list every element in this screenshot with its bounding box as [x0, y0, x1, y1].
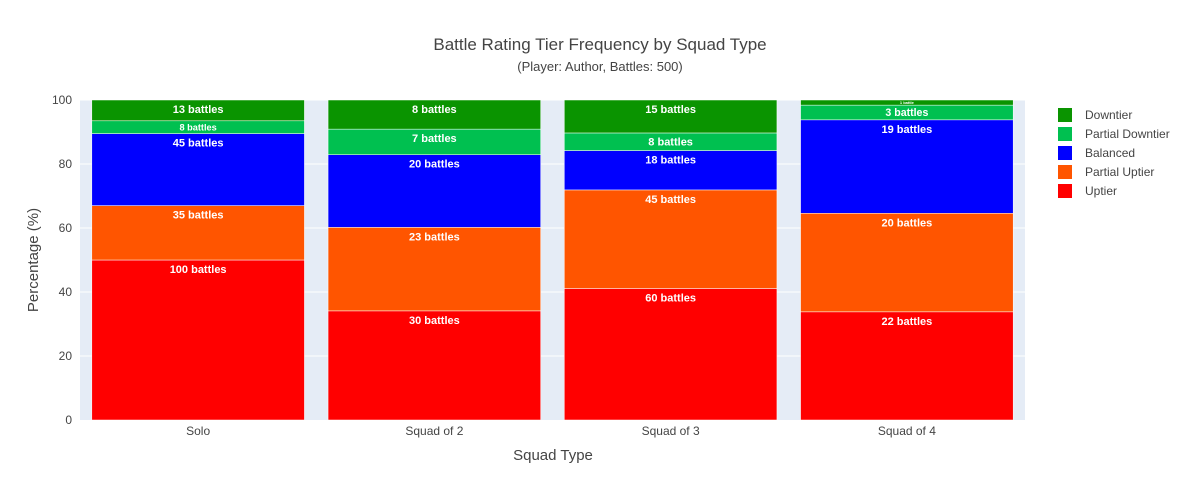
bar-data-label: 8 battles — [179, 122, 216, 132]
bar-segment[interactable] — [91, 133, 305, 206]
bar-segment[interactable] — [564, 189, 778, 289]
bar-data-label: 20 battles — [882, 217, 933, 229]
bar-data-label: 3 battles — [885, 107, 928, 119]
legend-swatch[interactable] — [1058, 108, 1072, 122]
y-tick-label: 20 — [59, 349, 73, 363]
x-axis-title: Squad Type — [513, 447, 593, 464]
legend: Downtier Partial Downtier Balanced Partial … — [1058, 108, 1170, 198]
bar-data-label: 100 battles — [170, 264, 227, 276]
bar-data-label: 19 battles — [882, 124, 933, 136]
bar-segment[interactable] — [91, 99, 305, 122]
legend-swatch[interactable] — [1058, 165, 1072, 179]
x-tick-label: Squad of 3 — [642, 424, 700, 438]
bar-segment[interactable] — [800, 311, 1014, 421]
x-tick-label: Squad of 4 — [878, 424, 936, 438]
bar-data-label: 18 battles — [645, 155, 696, 167]
y-tick-label: 100 — [52, 93, 72, 107]
bar-segment[interactable] — [564, 288, 778, 421]
bar-labels: 100 battles 35 battles 45 battles 8 battles… — [170, 100, 933, 328]
bar-data-label: 23 battles — [409, 231, 460, 243]
bar-data-label: 45 battles — [645, 194, 696, 206]
legend-label[interactable]: Uptier — [1085, 184, 1117, 198]
legend-swatch[interactable] — [1058, 184, 1072, 198]
bar-data-label: 35 battles — [173, 210, 224, 222]
bar-segment[interactable] — [327, 310, 541, 421]
chart-subtitle: (Player: Author, Battles: 500) — [517, 59, 682, 74]
y-tick-label: 80 — [59, 157, 73, 171]
legend-label[interactable]: Partial Uptier — [1085, 165, 1154, 179]
bar-segment[interactable] — [91, 205, 305, 261]
bar-segment[interactable] — [327, 99, 541, 130]
legend-label[interactable]: Downtier — [1085, 108, 1132, 122]
y-axis-title: Percentage (%) — [25, 208, 42, 312]
chart-title: Battle Rating Tier Frequency by Squad Ty… — [433, 35, 766, 54]
legend-swatch[interactable] — [1058, 146, 1072, 160]
bar-data-label: 60 battles — [645, 292, 696, 304]
bars — [91, 99, 1014, 421]
legend-label[interactable]: Balanced — [1085, 146, 1135, 160]
y-tick-label: 0 — [65, 413, 72, 427]
bar-segment[interactable] — [327, 154, 541, 228]
bar-data-label: 15 battles — [645, 104, 696, 116]
y-tick-label: 60 — [59, 221, 73, 235]
bar-data-label: 45 battles — [173, 138, 224, 150]
y-tick-label: 40 — [59, 285, 73, 299]
bar-segment[interactable] — [564, 150, 778, 191]
bar-segment[interactable] — [327, 128, 541, 155]
x-tick-label: Squad of 2 — [405, 424, 463, 438]
x-axis-ticks: Solo Squad of 2 Squad of 3 Squad of 4 — [186, 424, 936, 438]
bar-data-label: 7 battles — [412, 133, 457, 145]
bar-segment[interactable] — [91, 259, 305, 421]
bar-segment[interactable] — [327, 227, 541, 312]
bar-data-label: 13 battles — [173, 104, 224, 116]
bar-data-label: 22 battles — [882, 316, 933, 328]
legend-swatch[interactable] — [1058, 127, 1072, 141]
bar-data-label: 1 battle — [900, 100, 915, 105]
bar-data-label: 8 battles — [648, 137, 693, 149]
bar-segment[interactable] — [800, 213, 1014, 313]
bar-segment[interactable] — [800, 119, 1014, 214]
x-tick-label: Solo — [186, 424, 210, 438]
bar-data-label: 20 battles — [409, 159, 460, 171]
y-axis-ticks: 0 20 40 60 80 100 — [52, 93, 72, 427]
bar-segment[interactable] — [800, 99, 1014, 106]
bar-segment[interactable] — [564, 99, 778, 134]
legend-label[interactable]: Partial Downtier — [1085, 127, 1170, 141]
bar-data-label: 30 battles — [409, 315, 460, 327]
bar-data-label: 8 battles — [412, 104, 457, 116]
